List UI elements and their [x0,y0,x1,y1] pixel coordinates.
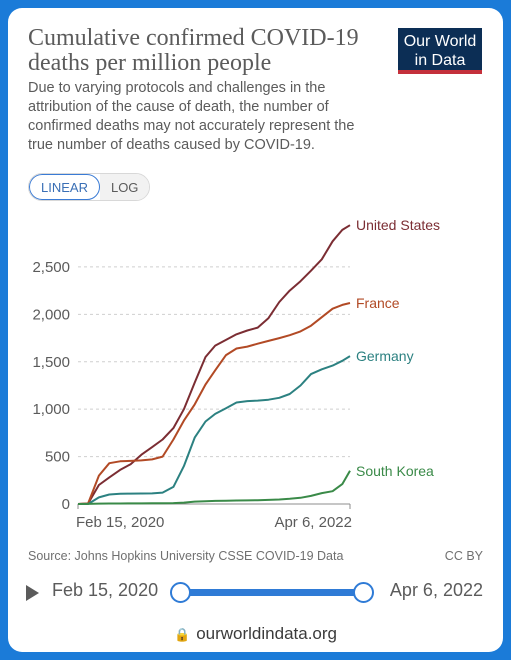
series-line [77,302,351,505]
chart-subtitle: Due to varying protocols and challenges … [28,80,355,153]
y-tick-label: 2,500 [32,259,70,276]
scale-toggle: LINEAR LOG [28,173,151,201]
series-label: South Korea [356,463,434,479]
license-label[interactable]: CC BY [444,549,483,563]
timeline-end-label: Apr 6, 2022 [389,580,483,600]
x-tick-label: Feb 15, 2020 [76,514,164,531]
y-tick-label: 1,000 [32,401,70,418]
linear-scale-button[interactable]: LINEAR [29,174,100,200]
timeline-track[interactable] [180,589,366,596]
timeline-start-label: Feb 15, 2020 [52,580,159,600]
series-line [78,355,351,505]
series-label: Germany [356,348,414,364]
address-text: ourworldindata.org [196,624,337,643]
address-bar[interactable]: 🔒 ourworldindata.org [8,624,503,644]
logo-line-2: in Data [414,52,466,69]
y-tick-label: 500 [45,449,70,466]
logo-line-1: Our World [403,33,477,50]
chart-card: Cumulative confirmed COVID-19 deaths per… [8,8,503,652]
series-label: France [356,295,400,311]
timeline-start-handle[interactable] [170,582,191,603]
owid-logo[interactable]: Our World in Data [398,28,482,74]
data-source[interactable]: Source: Johns Hopkins University CSSE CO… [28,549,344,563]
series-line [77,470,351,505]
y-tick-label: 2,000 [32,306,70,323]
timeline: Feb 15, 2020 Apr 6, 2022 [8,574,503,610]
y-tick-label: 1,500 [32,354,70,371]
play-icon[interactable] [26,585,39,601]
series-label: United States [356,217,440,233]
series-line [77,224,351,505]
chart-title: Cumulative confirmed COVID-19 deaths per… [28,25,359,76]
log-scale-button[interactable]: LOG [99,174,150,200]
x-tick-label: Apr 6, 2022 [274,514,352,531]
line-chart: 0 500 1,000 1,500 2,000 2,500 Feb 15, 2020 Apr … [32,217,440,531]
lock-icon: 🔒 [174,627,191,642]
timeline-end-handle[interactable] [353,582,374,603]
y-tick-label: 0 [62,496,70,513]
